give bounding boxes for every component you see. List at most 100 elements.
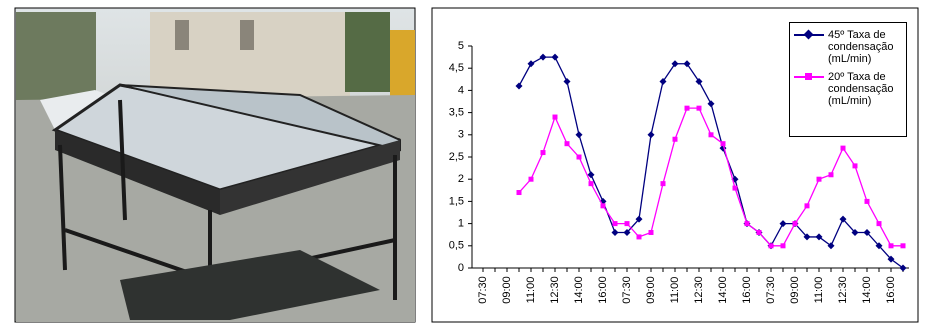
marker xyxy=(527,60,535,68)
y-tick-label: 0 xyxy=(458,262,464,274)
x-tick-label: 09:00 xyxy=(645,276,657,304)
marker xyxy=(600,203,606,209)
marker xyxy=(875,242,883,250)
marker xyxy=(876,221,882,227)
marker xyxy=(587,171,595,179)
y-tick-label: 4,5 xyxy=(449,62,464,74)
marker xyxy=(564,141,570,147)
marker xyxy=(659,78,667,86)
marker xyxy=(708,132,714,138)
x-tick-label: 12:30 xyxy=(693,276,705,304)
y-tick-label: 4 xyxy=(458,84,464,96)
photo xyxy=(14,7,416,323)
marker xyxy=(744,221,750,227)
marker xyxy=(671,60,679,68)
marker xyxy=(647,131,655,139)
marker xyxy=(684,105,690,111)
marker xyxy=(816,176,822,182)
marker xyxy=(539,53,547,61)
marker xyxy=(540,150,546,156)
x-tick-label: 14:00 xyxy=(717,276,729,304)
marker xyxy=(828,172,834,178)
marker xyxy=(515,82,523,90)
x-tick-label: 14:00 xyxy=(573,276,585,304)
marker xyxy=(900,243,906,249)
legend-marker xyxy=(803,29,814,40)
marker xyxy=(852,163,858,169)
legend: 45º Taxa de condensação (mL/min) 20º Taxa… xyxy=(789,22,907,137)
marker xyxy=(695,78,703,86)
chart: 0 0,5 1 1,5 2 2,5 3 3,5 4 4,5 5 07:30 09:00 11:00 12:3… xyxy=(449,40,909,304)
marker xyxy=(551,53,559,61)
x-tick-label: 12:30 xyxy=(837,276,849,304)
marker xyxy=(756,229,762,235)
x-tick-label: 11:00 xyxy=(813,277,825,304)
marker xyxy=(732,185,738,191)
y-tick-label: 2 xyxy=(458,173,464,185)
marker xyxy=(672,136,678,142)
x-tick-label: 12:30 xyxy=(549,276,561,304)
marker xyxy=(552,114,558,120)
marker xyxy=(827,242,835,250)
marker xyxy=(516,190,522,196)
marker xyxy=(815,233,823,241)
marker xyxy=(636,234,642,240)
y-tick-label: 2,5 xyxy=(449,151,464,163)
legend-entry: 45º Taxa de condensação (mL/min) xyxy=(790,29,906,65)
legend-marker xyxy=(805,73,812,80)
marker xyxy=(624,221,630,227)
x-tick-label: 11:00 xyxy=(669,277,681,304)
x-tick-label: 09:00 xyxy=(501,276,513,304)
marker xyxy=(575,131,583,139)
legend-label: 20º Taxa de condensação (mL/min) xyxy=(828,71,894,107)
marker xyxy=(839,215,847,223)
x-tick-label: 07:30 xyxy=(477,276,489,304)
marker xyxy=(528,176,534,182)
y-tick-label: 3,5 xyxy=(449,107,464,119)
x-tick-label: 07:30 xyxy=(621,276,633,304)
y-tick-label: 3 xyxy=(458,129,464,141)
marker xyxy=(768,243,774,249)
x-tick-label: 11:00 xyxy=(525,277,537,304)
y-tick-label: 1 xyxy=(458,218,464,230)
marker xyxy=(576,154,582,160)
x-tick-label: 07:30 xyxy=(765,276,777,304)
marker xyxy=(804,203,810,209)
marker xyxy=(899,264,907,272)
marker xyxy=(720,141,726,147)
marker xyxy=(864,198,870,204)
y-tick-label: 0,5 xyxy=(449,240,464,252)
y-tick-label: 1,5 xyxy=(449,195,464,207)
marker xyxy=(863,228,871,236)
marker xyxy=(611,228,619,236)
marker xyxy=(648,229,654,235)
marker xyxy=(887,255,895,263)
y-tick-label: 5 xyxy=(458,40,464,52)
chart-frame xyxy=(431,7,919,323)
marker xyxy=(851,228,859,236)
marker xyxy=(563,78,571,86)
marker xyxy=(840,145,846,151)
marker xyxy=(696,105,702,111)
marker xyxy=(660,181,666,187)
marker xyxy=(888,243,894,249)
marker xyxy=(803,233,811,241)
x-tick-label: 14:00 xyxy=(861,276,873,304)
x-tick-label: 16:00 xyxy=(597,276,609,304)
legend-entry: 20º Taxa de condensação (mL/min) xyxy=(790,71,906,107)
marker xyxy=(779,220,787,228)
marker xyxy=(707,100,715,108)
marker xyxy=(792,221,798,227)
x-tick-label: 16:00 xyxy=(885,276,897,304)
marker xyxy=(635,215,643,223)
legend-label: 45º Taxa de condensação (mL/min) xyxy=(828,29,894,65)
marker xyxy=(588,181,594,187)
marker xyxy=(780,243,786,249)
marker xyxy=(612,221,618,227)
x-tick-label: 09:00 xyxy=(789,276,801,304)
marker xyxy=(623,228,631,236)
x-tick-label: 16:00 xyxy=(741,276,753,304)
marker xyxy=(683,60,691,68)
